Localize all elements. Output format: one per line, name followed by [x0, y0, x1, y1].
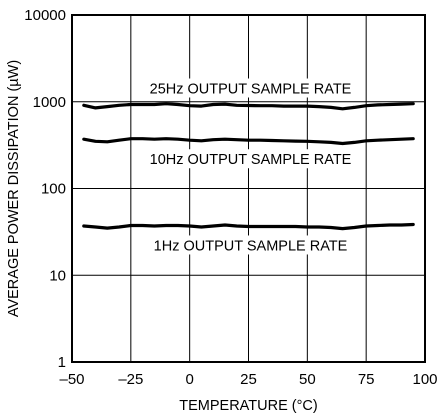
plot-frame: [71, 14, 426, 363]
y-tick-label: 10: [49, 267, 66, 284]
x-tick-label: 75: [358, 371, 375, 388]
series-line: [82, 102, 415, 111]
x-tick-label: 25: [240, 371, 257, 388]
y-tick-label: 1000: [33, 94, 66, 111]
series-line: [82, 222, 415, 231]
x-tick-label: 50: [299, 371, 316, 388]
x-axis-label: TEMPERATURE (°C): [179, 398, 317, 414]
tick-layer: –50 –25 0 25 50 75 100 1 10 100 1000 10000: [24, 7, 437, 388]
series-annotation: 10Hz OUTPUT SAMPLE RATE: [150, 152, 352, 168]
series-line: [82, 137, 415, 146]
y-tick-label: 10000: [24, 7, 66, 24]
series-layer: [82, 102, 415, 231]
series-annotation-bg: [145, 149, 356, 169]
x-tick-label: 100: [412, 371, 437, 388]
x-tick-label: 0: [185, 371, 193, 388]
grid-layer: [72, 15, 425, 362]
y-axis-label: AVERAGE POWER DISSIPATION (µW): [6, 60, 22, 317]
series-annotation: 25Hz OUTPUT SAMPLE RATE: [150, 82, 352, 98]
series-annotation: 1Hz OUTPUT SAMPLE RATE: [154, 238, 348, 254]
x-tick-label: –50: [59, 371, 84, 388]
x-tick-label: –25: [118, 371, 143, 388]
y-tick-label: 1: [58, 354, 66, 371]
y-tick-label: 100: [41, 181, 66, 198]
series-annotation-bg: [145, 78, 356, 98]
annotation-layer: 25Hz OUTPUT SAMPLE RATE 10Hz OUTPUT SAMPL…: [145, 78, 356, 255]
series-annotation-bg: [149, 235, 352, 255]
